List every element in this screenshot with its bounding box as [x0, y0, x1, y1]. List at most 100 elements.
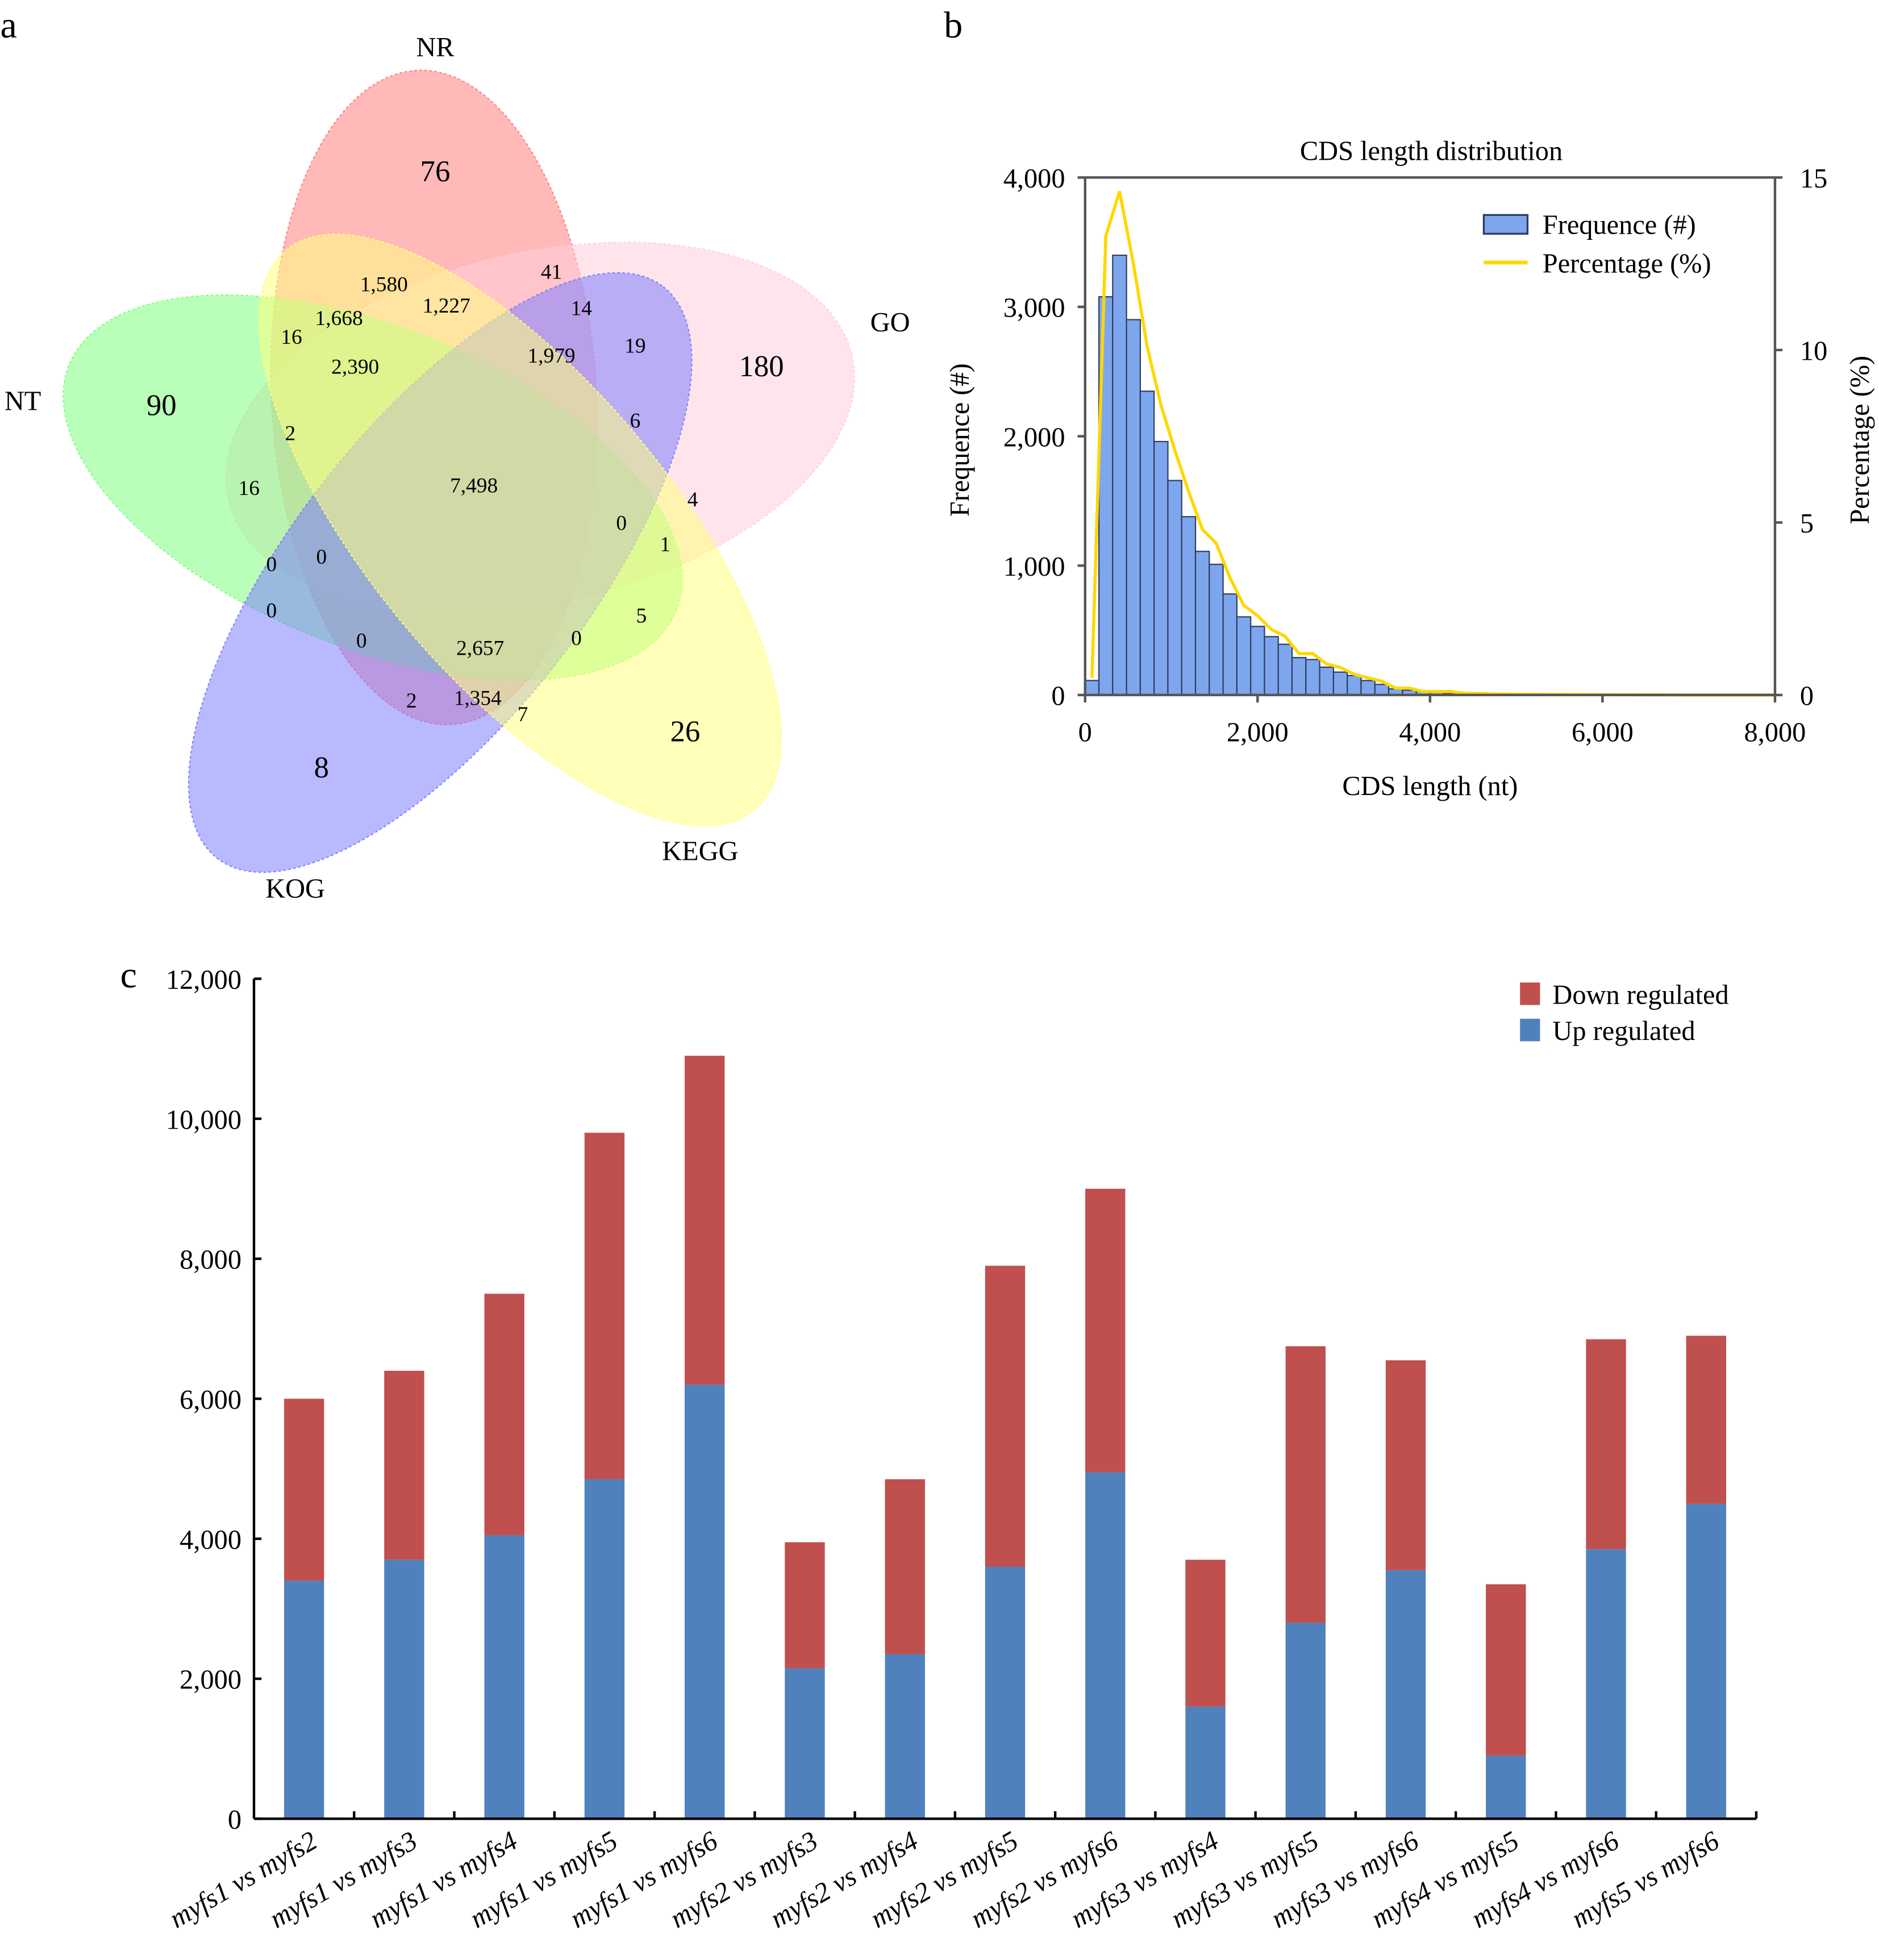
venn-region-count: 19 — [624, 334, 645, 357]
x-tick-label: 8,000 — [1744, 717, 1806, 747]
bar-up-regulated — [1586, 1549, 1626, 1819]
legend-swatch-frequence — [1482, 214, 1529, 235]
y-tick-label: 10,000 — [166, 1105, 241, 1135]
bar-down-regulated — [785, 1542, 825, 1668]
venn-label-go: GO — [870, 307, 910, 338]
y-tick-label: 1,000 — [1003, 552, 1065, 582]
venn-region-count: 0 — [266, 553, 277, 576]
bar-down-regulated — [1586, 1339, 1626, 1550]
histogram-bar — [1181, 516, 1197, 696]
bar-down-regulated — [985, 1266, 1026, 1567]
venn-region-count: 76 — [420, 155, 451, 188]
histogram-bar — [1250, 626, 1265, 696]
venn-region-count: 180 — [739, 350, 784, 383]
venn-region-count: 7,498 — [450, 475, 498, 498]
venn-region-count: 2,657 — [456, 637, 504, 660]
venn-set-kegg — [258, 234, 782, 827]
bar-down-regulated — [484, 1293, 524, 1535]
y-axis-label: Frequence (#) — [945, 363, 975, 517]
histogram-bar — [1305, 659, 1320, 696]
panel-label-a: a — [0, 5, 16, 46]
cds-histogram: CDS length distribution 0 2,000 4,000 6,000 8… — [945, 136, 1875, 801]
bar-up-regulated — [284, 1580, 324, 1819]
venn-region-count: 41 — [541, 261, 562, 284]
venn-region-count: 2 — [406, 689, 417, 713]
bar-down-regulated — [1385, 1360, 1426, 1571]
bar-down-regulated — [1486, 1584, 1526, 1756]
bar-up-regulated — [1285, 1622, 1326, 1819]
bar-up-regulated — [785, 1668, 825, 1819]
venn-region-count: 2 — [285, 422, 295, 445]
x-tick-label: 0 — [1078, 717, 1092, 747]
y2-axis-label: Percentage (%) — [1845, 356, 1875, 525]
y-tick-label: 0 — [1051, 681, 1065, 711]
legend-label-up-regulated: Up regulated — [1552, 1016, 1695, 1046]
y2-tick-label: 10 — [1800, 336, 1827, 366]
venn-region-count: 1,979 — [527, 344, 575, 368]
venn-region-count: 1 — [660, 533, 670, 556]
histogram-bar — [1209, 563, 1224, 696]
bar-up-regulated — [985, 1567, 1026, 1819]
y-tick-label: 4,000 — [1003, 164, 1065, 194]
x-tick-label: 6,000 — [1572, 717, 1634, 747]
bar-down-regulated — [1686, 1335, 1727, 1504]
venn-region-count: 6 — [630, 409, 641, 432]
histogram-bar — [1319, 666, 1334, 696]
bar-down-regulated — [284, 1399, 324, 1581]
venn-region-count: 5 — [636, 604, 647, 627]
chart-title: CDS length distribution — [1300, 136, 1563, 167]
venn-region-count: 4 — [688, 488, 698, 511]
histogram-bar — [1264, 636, 1279, 696]
legend-swatch-up-regulated — [1520, 1018, 1540, 1042]
venn-region-count: 1,580 — [360, 273, 408, 297]
venn-region-count: 1,668 — [315, 307, 363, 330]
bar-up-regulated — [1686, 1504, 1727, 1819]
venn-region-count: 1,354 — [454, 687, 502, 710]
x-tick-label: 4,000 — [1399, 717, 1461, 747]
histogram-bar — [1360, 680, 1376, 696]
histogram-bar — [1291, 657, 1307, 696]
histogram-bar — [1236, 616, 1252, 696]
bar-up-regulated — [584, 1479, 625, 1819]
panel-label-c: c — [120, 955, 137, 996]
bar-down-regulated — [1185, 1559, 1226, 1707]
venn-diagram: NRGONTKOGKEGG76180908261,580411,2271,668… — [5, 32, 910, 904]
venn-region-count: 1,227 — [423, 294, 470, 318]
legend-label-frequence: Frequence (#) — [1543, 210, 1696, 240]
histogram-bar — [1139, 390, 1155, 696]
bar-down-regulated — [885, 1479, 925, 1654]
histogram-bar — [1194, 551, 1210, 696]
venn-region-count: 26 — [670, 715, 700, 748]
venn-region-count: 7 — [518, 703, 528, 726]
y-tick-label: 6,000 — [180, 1385, 241, 1415]
bar-up-regulated — [1185, 1707, 1226, 1819]
bar-up-regulated — [484, 1535, 524, 1819]
percentage-line — [1090, 190, 1775, 697]
bar-up-regulated — [1085, 1472, 1126, 1819]
y-tick-label: 2,000 — [180, 1665, 241, 1695]
venn-region-count: 0 — [266, 600, 277, 623]
bar-up-regulated — [684, 1384, 725, 1819]
histogram-bar — [1167, 480, 1182, 696]
venn-label-kegg: KEGG — [662, 836, 738, 866]
venn-region-count: 14 — [571, 297, 593, 320]
histogram-bar — [1277, 643, 1293, 696]
y-tick-label: 4,000 — [180, 1525, 241, 1555]
bar-up-regulated — [384, 1559, 424, 1819]
y2-tick-label: 5 — [1800, 509, 1814, 539]
panel-label-b: b — [944, 5, 963, 46]
legend-label-down-regulated: Down regulated — [1552, 980, 1728, 1010]
venn-region-count: 0 — [616, 512, 627, 535]
histogram-bar — [1126, 319, 1141, 696]
bar-down-regulated — [1285, 1346, 1326, 1623]
venn-region-count: 16 — [239, 477, 260, 500]
venn-region-count: 90 — [147, 389, 177, 422]
histogram-bar — [1084, 680, 1100, 696]
histogram-bar — [1332, 671, 1348, 696]
venn-region-count: 16 — [281, 326, 302, 349]
venn-region-count: 2,390 — [331, 356, 379, 379]
venn-label-nt: NT — [5, 386, 41, 416]
